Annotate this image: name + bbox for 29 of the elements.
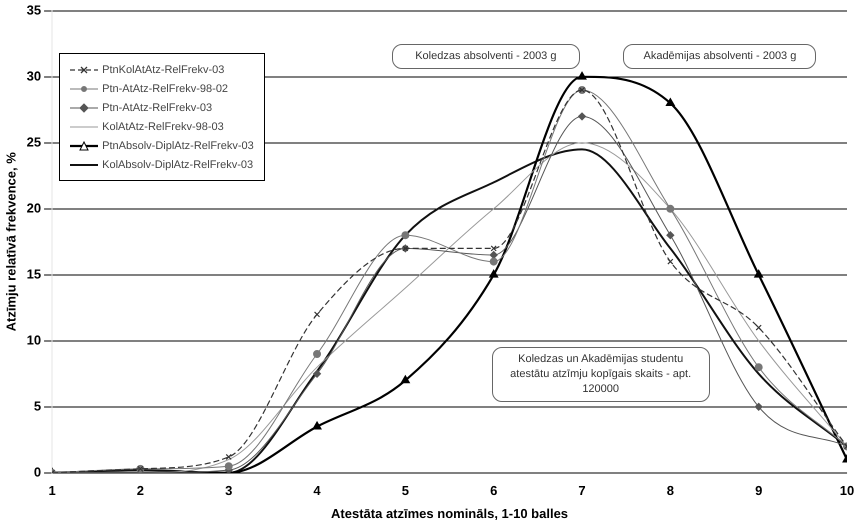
y-tick-label: 5 — [34, 398, 42, 414]
legend-label: KolAtAtz-RelFrekv-98-03 — [102, 120, 224, 133]
y-tick-label: 0 — [34, 464, 42, 480]
y-tick-label: 20 — [26, 200, 42, 216]
x-tick-label: 3 — [225, 483, 232, 498]
callout-bubble: Koledzas absolventi - 2003 g — [392, 44, 580, 69]
y-tick-label: 30 — [26, 68, 42, 84]
x-tick-label: 1 — [48, 483, 56, 498]
x-axis-title: Atestāta atzīmes nomināls, 1-10 balles — [331, 506, 568, 521]
legend-label: Ptn-AtAtz-RelFrekv-03 — [102, 102, 212, 114]
y-tick-label: 15 — [26, 266, 42, 282]
x-tick-label: 5 — [402, 483, 409, 498]
x-tick-label: 4 — [313, 483, 322, 498]
x-tick-label: 6 — [490, 483, 498, 498]
legend-label: PtnAbsolv-DiplAtz-RelFrekv-03 — [102, 140, 254, 152]
legend-label: PtnKolAtAtz-RelFrekv-03 — [102, 64, 224, 76]
y-tick-label: 10 — [26, 332, 42, 348]
y-tick-label: 35 — [26, 2, 42, 18]
callout-bubble: Akadēmijas absolventi - 2003 g — [623, 44, 816, 69]
x-tick-label: 10 — [840, 483, 854, 498]
y-axis-title: Atzīmju relatīvā frekvence, % — [3, 152, 18, 332]
callout-bubble: Koledzas un Akadēmijas studentu atestātu atzīmju kopīgais skaits - apt. 120000 — [492, 347, 710, 402]
x-tick-label: 8 — [666, 483, 674, 498]
x-tick-label: 9 — [755, 483, 762, 498]
legend-label: Ptn-AtAtz-RelFrekv-98-02 — [102, 82, 228, 95]
x-tick-label: 2 — [136, 483, 144, 498]
legend-label: KolAbsolv-DiplAtz-RelFrekv-03 — [102, 158, 254, 171]
x-tick-label: 7 — [578, 483, 586, 498]
y-tick-label: 25 — [26, 134, 42, 150]
